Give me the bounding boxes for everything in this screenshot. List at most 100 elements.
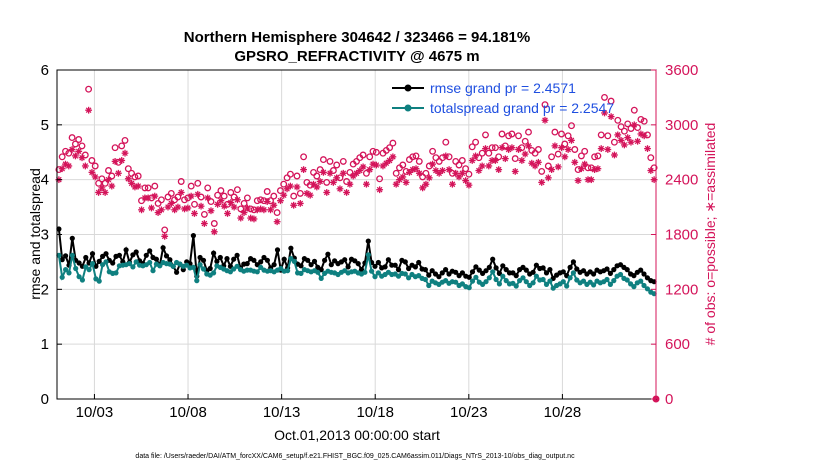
series-point-0 — [439, 270, 445, 276]
obs-assimilated-point — [263, 198, 271, 205]
series-point-0 — [63, 253, 69, 259]
obs-assimilated-point — [458, 169, 466, 177]
obs-assimilated-point — [230, 203, 238, 211]
obs-assimilated-point — [220, 202, 228, 210]
obs-assimilated-point — [577, 165, 585, 173]
obs-possible-point — [240, 199, 248, 207]
series-point-0 — [96, 258, 102, 264]
obs-assimilated-point — [250, 215, 258, 223]
obs-possible-point — [630, 106, 638, 114]
obs-assimilated-point — [561, 153, 569, 161]
obs-possible-point — [154, 199, 162, 207]
series-point-1 — [523, 279, 529, 285]
obs-possible-point — [273, 209, 281, 217]
series-point-0 — [533, 262, 540, 268]
series-point-0 — [143, 252, 149, 258]
series-point-0 — [308, 262, 314, 268]
series-point-1 — [126, 261, 133, 267]
obs-assimilated-point — [534, 158, 542, 166]
series-point-1 — [73, 265, 79, 272]
obs-assimilated-point — [194, 190, 202, 198]
series-point-1 — [547, 278, 553, 284]
obs-assimilated-point — [518, 157, 526, 164]
obs-assimilated-point — [501, 155, 509, 163]
series-point-0 — [453, 269, 459, 275]
series-point-0 — [103, 251, 109, 257]
obs-possible-point — [594, 152, 602, 160]
obs-possible-point — [174, 193, 182, 201]
series-point-1 — [513, 283, 519, 289]
series-point-0 — [570, 259, 577, 265]
obs-possible-point — [564, 132, 572, 140]
obs-assimilated-point — [105, 176, 112, 184]
obs-possible-point — [227, 189, 235, 196]
data-series — [55, 85, 660, 403]
obs-possible-point — [78, 142, 86, 150]
obs-possible-point — [280, 180, 288, 188]
obs-assimilated-point — [601, 109, 608, 117]
obs-assimilated-point — [449, 180, 456, 188]
obs-possible-point — [525, 128, 532, 136]
obs-assimilated-point — [286, 182, 294, 190]
series-point-1 — [473, 274, 479, 280]
obs-possible-point — [491, 144, 499, 152]
series-point-1 — [453, 279, 459, 285]
obs-possible-point — [105, 167, 112, 174]
obs-possible-point — [141, 184, 149, 192]
obs-possible-point — [462, 165, 470, 173]
obs-assimilated-point — [366, 166, 374, 174]
y-tick-label-left: 1 — [41, 336, 49, 353]
obs-assimilated-point — [462, 177, 470, 184]
obs-possible-point — [558, 130, 565, 138]
obs-assimilated-point — [614, 131, 622, 139]
series-point-0 — [325, 251, 331, 257]
obs-possible-point — [614, 116, 622, 124]
series-point-0 — [416, 259, 422, 266]
obs-possible-point — [515, 132, 522, 140]
series-point-0 — [530, 269, 536, 275]
obs-assimilated-point — [323, 189, 331, 196]
obs-assimilated-point — [571, 158, 579, 166]
series-point-1 — [285, 268, 291, 274]
y-tick-label-left: 3 — [41, 227, 49, 244]
obs-assimilated-point — [412, 165, 420, 173]
obs-possible-point — [442, 138, 450, 146]
obs-assimilated-point — [187, 192, 195, 200]
obs-possible-point — [468, 143, 476, 151]
series-point-0 — [200, 257, 207, 263]
obs-possible-point — [200, 210, 208, 218]
series-point-0 — [56, 226, 62, 232]
series-point-1 — [59, 274, 65, 280]
obs-assimilated-point — [191, 210, 198, 217]
x-tick-label: 10/13 — [263, 404, 301, 421]
obs-assimilated-point — [138, 206, 145, 214]
series-point-1 — [130, 264, 136, 270]
data-file-footnote: data file: /Users/raeder/DAI/ATM_forcXX/… — [135, 453, 575, 460]
obs-possible-point — [412, 152, 420, 160]
series-point-0 — [473, 264, 479, 270]
series-point-0 — [298, 263, 304, 269]
obs-assimilated-point — [544, 174, 552, 182]
obs-assimilated-point — [111, 157, 119, 165]
series-point-0 — [214, 258, 220, 264]
series-point-1 — [607, 281, 614, 287]
obs-assimilated-point — [108, 182, 116, 190]
obs-assimilated-point — [581, 160, 589, 168]
series-point-1 — [170, 263, 176, 269]
obs-possible-point — [257, 196, 265, 204]
legend-spread-label: totalspread grand pr = 2.2547 — [430, 100, 614, 116]
series-point-0 — [207, 265, 213, 272]
obs-possible-point — [452, 157, 460, 165]
obs-possible-point — [581, 147, 589, 155]
obs-assimilated-point — [296, 200, 304, 207]
series-point-1 — [56, 252, 62, 258]
series-point-0 — [540, 265, 546, 271]
series-point-1 — [567, 275, 573, 281]
series-point-0 — [89, 251, 96, 257]
obs-assimilated-point — [468, 157, 476, 164]
series-point-1 — [503, 278, 509, 284]
obs-possible-point — [568, 122, 575, 130]
series-point-0 — [500, 263, 506, 269]
obs-possible-point — [161, 226, 169, 234]
obs-possible-point — [65, 149, 73, 157]
